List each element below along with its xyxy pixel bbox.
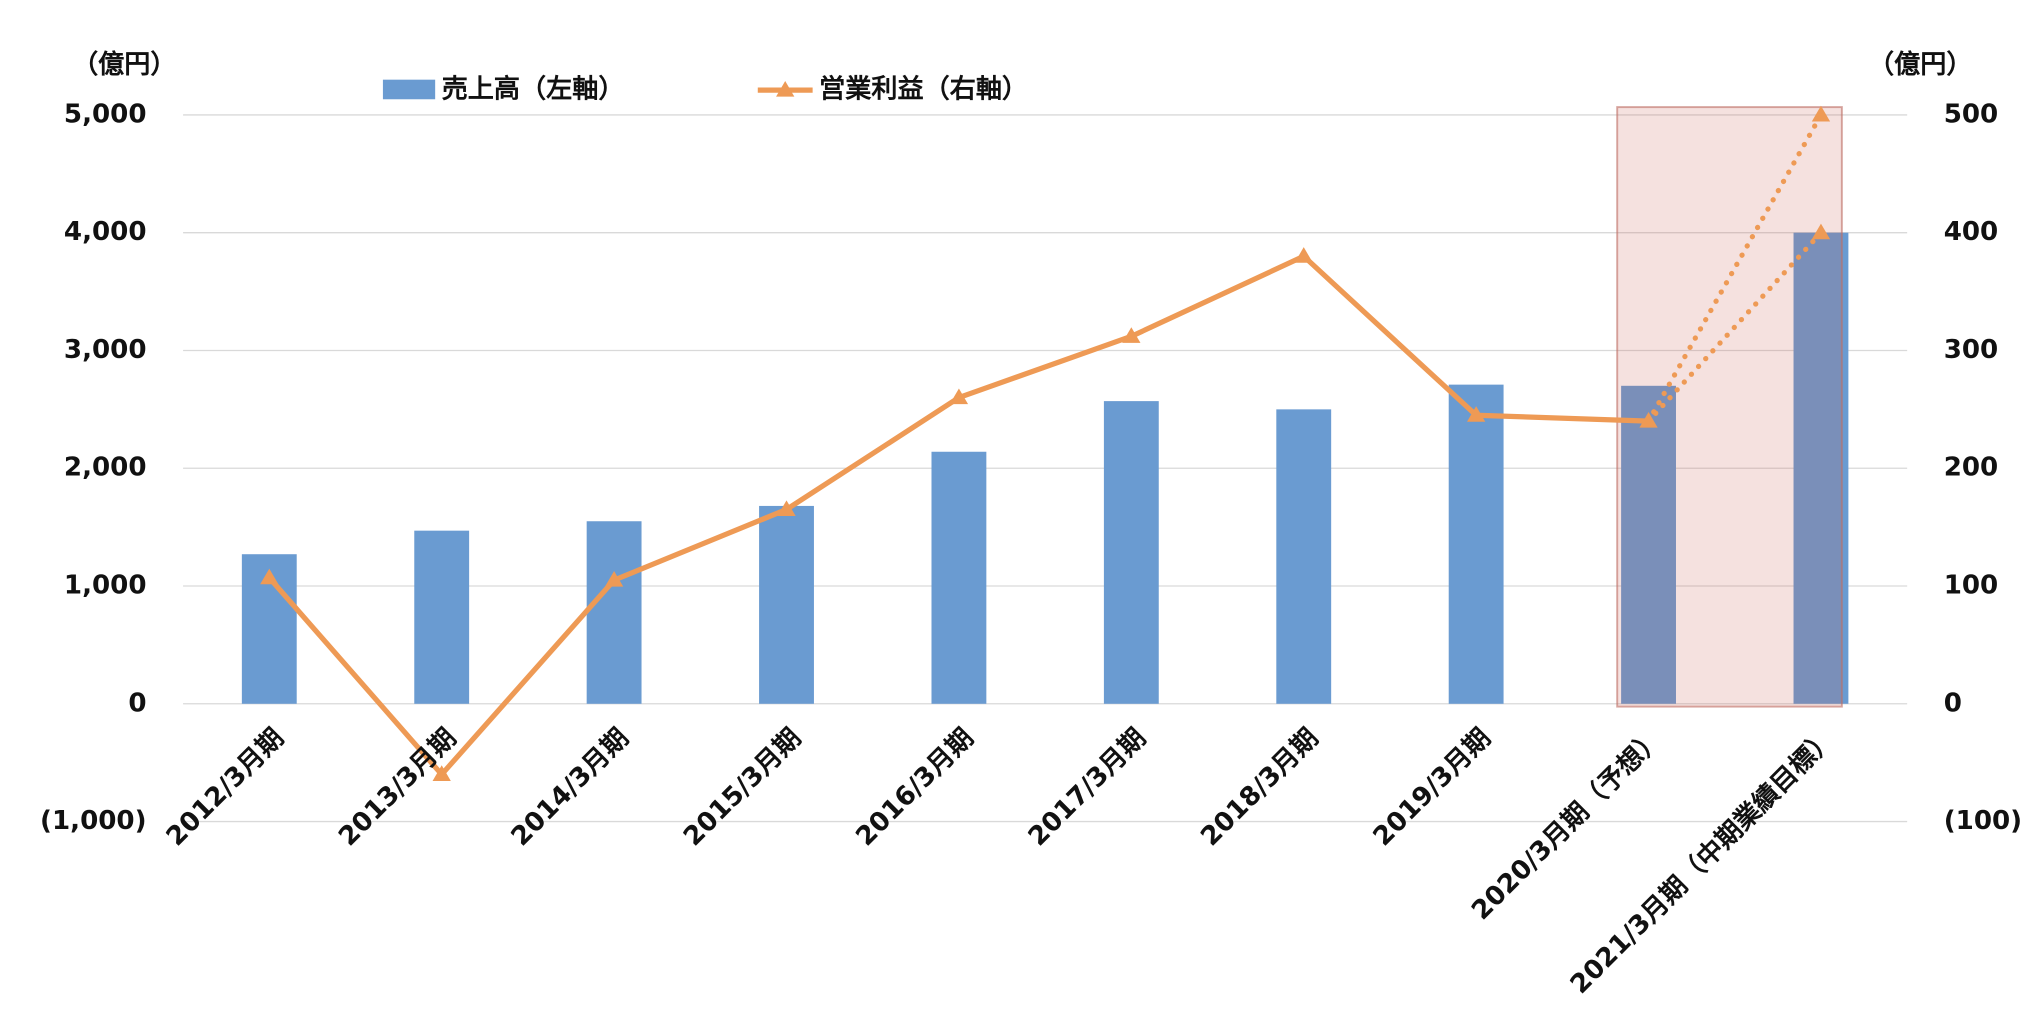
- marker: [1122, 327, 1141, 343]
- marker: [432, 765, 451, 781]
- marker: [604, 570, 624, 587]
- bar: [1793, 232, 1849, 704]
- tick-label: (1,000): [40, 806, 146, 836]
- legend-swatch: [776, 80, 795, 97]
- marker: [777, 500, 796, 516]
- x-tick-label: 2014/3月期: [506, 723, 635, 852]
- projection-line: [1645, 230, 1824, 424]
- x-tick-label: 2017/3月期: [1023, 723, 1152, 852]
- legend-swatch: [382, 79, 436, 100]
- y2-axis-unit: （億円）: [1868, 50, 1972, 80]
- bar: [1103, 401, 1159, 704]
- marker: [1811, 223, 1831, 240]
- legend-label: 売上高（左軸）: [442, 74, 625, 105]
- tick-label: 500: [1944, 99, 1999, 129]
- legend-label: 営業利益（右軸）: [819, 74, 1028, 105]
- x-tick-label: 2016/3月期: [851, 723, 980, 852]
- marker: [1811, 105, 1831, 122]
- x-tick-label: 2012/3月期: [161, 723, 290, 852]
- tick-label: 300: [1944, 335, 1999, 365]
- tick-label: 5,000: [64, 99, 147, 129]
- tick-label: 1,000: [64, 571, 147, 601]
- forecast-highlight: [1616, 106, 1843, 708]
- marker: [260, 568, 279, 585]
- marker: [949, 388, 969, 405]
- bar: [1276, 409, 1332, 704]
- tick-label: 2,000: [64, 453, 147, 483]
- x-tick-label: 2013/3月期: [333, 723, 462, 852]
- tick-label: 400: [1944, 217, 1999, 247]
- bar: [931, 451, 987, 704]
- tick-label: 3,000: [64, 335, 147, 365]
- bar: [759, 505, 814, 704]
- tick-label: (100): [1944, 806, 2022, 836]
- marker: [1294, 247, 1313, 263]
- tick-label: 200: [1944, 453, 1999, 483]
- bar: [414, 530, 470, 704]
- x-tick-label: 2020/3月期（予想）: [1466, 723, 1669, 926]
- bar: [586, 521, 642, 704]
- tick-label: 4,000: [64, 217, 147, 247]
- bar: [1621, 385, 1676, 704]
- tick-label: 0: [128, 688, 146, 718]
- x-tick-label: 2015/3月期: [678, 723, 807, 852]
- marker: [1467, 406, 1486, 422]
- tick-label: 100: [1944, 571, 1999, 601]
- x-tick-label: 2018/3月期: [1195, 723, 1324, 852]
- tick-label: 0: [1944, 688, 1962, 718]
- y-axis-unit: （億円）: [72, 50, 176, 80]
- bar: [1448, 384, 1504, 704]
- x-tick-label: 2019/3月期: [1368, 723, 1497, 852]
